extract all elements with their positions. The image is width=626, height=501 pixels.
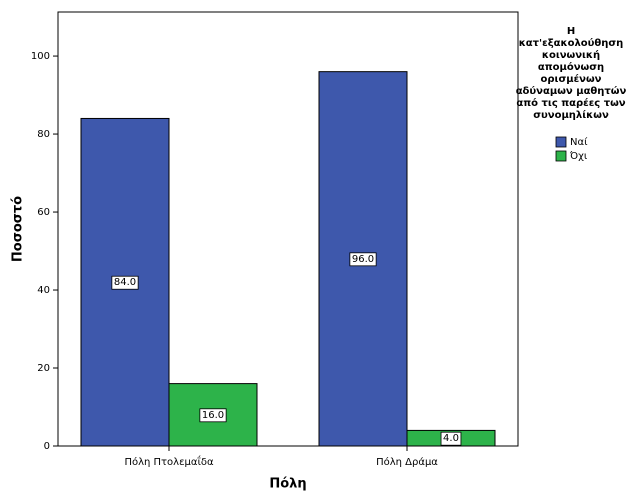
y-tick-label: 80 xyxy=(37,129,50,140)
data-label: 84.0 xyxy=(114,277,136,288)
y-tick-label: 0 xyxy=(44,441,50,452)
data-label-box xyxy=(349,252,377,267)
y-axis-label: Ποσοστό xyxy=(11,196,26,262)
x-tick-label: Πόλη Πτολεμαΐδα xyxy=(124,454,214,468)
data-label-box xyxy=(199,408,227,423)
y-tick-label: 40 xyxy=(37,285,50,296)
x-axis-label: Πόλη xyxy=(269,477,306,492)
legend-label: Όχι xyxy=(569,150,588,162)
legend-swatch xyxy=(555,150,567,162)
data-label: 4.0 xyxy=(443,433,459,444)
data-label-box xyxy=(111,275,139,290)
y-tick-label: 60 xyxy=(37,207,50,218)
y-tick-label: 20 xyxy=(37,363,50,374)
y-tick-label: 100 xyxy=(31,51,50,62)
legend-title: Η κατ'εξακολούθηση κοινωνική απομόνωση ο… xyxy=(515,26,626,121)
legend-swatch xyxy=(555,136,567,148)
data-label: 16.0 xyxy=(202,410,224,421)
data-label: 96.0 xyxy=(352,254,374,265)
data-label-box xyxy=(440,431,462,446)
x-tick-label: Πόλη Δράμα xyxy=(376,456,438,468)
legend-label: Ναί xyxy=(570,136,588,148)
